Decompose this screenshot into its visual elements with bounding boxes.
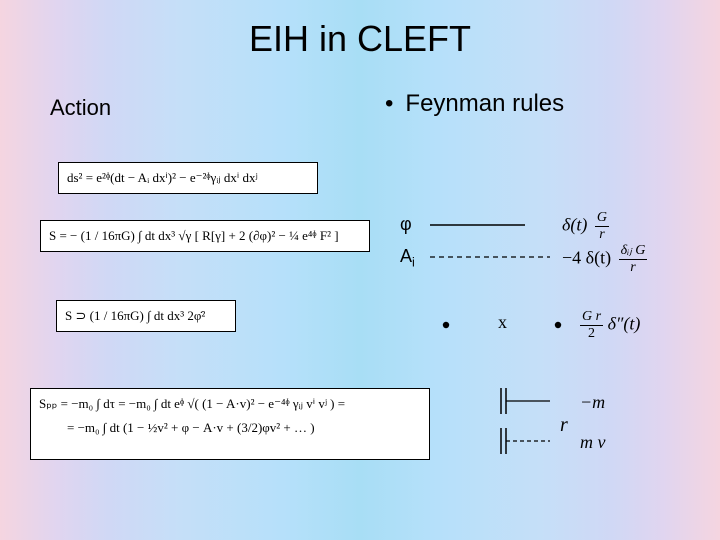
feyn-x-rhs: G r 2 δ″(t) [580,310,640,341]
feyn-A-label: Ai [400,246,415,270]
left-section-header: Action [50,95,111,121]
page-title: EIH in CLEFT [0,18,720,60]
feyn-phi-rhs: δ(t) G r [562,211,609,242]
feyn-solid-rhs: −m [580,392,605,413]
feyn-phi-label: φ [400,214,412,235]
bullet-dot-icon: • [385,90,393,118]
feyn-r-label: r [560,414,568,437]
feyn-worldline-dashed-icon [498,428,553,456]
eq-spp-line2: = −m₀ ∫ dt (1 − ½v² + φ − A·v + (3/2)φv²… [67,419,421,437]
slide: EIH in CLEFT Action • Feynman rules ds² … [0,0,720,540]
eq-spp-line1: Sₚₚ = −m₀ ∫ dτ = −m₀ ∫ dt eᶲ √( (1 − A·v… [39,395,421,413]
right-header-text: Feynman rules [405,90,564,118]
eq-phisq: S ⊃ (1 / 16πG) ∫ dt dx³ 2φ̇² [56,300,236,332]
right-section-header: • Feynman rules [385,90,564,118]
feyn-A-propagator-icon [430,256,550,260]
feyn-A-rhs: −4 δ(t) δᵢⱼ G r [562,244,647,275]
feyn-x-label: x [498,312,507,333]
feyn-phi-propagator-icon [430,224,525,228]
feyn-dashed-rhs: m v [580,432,606,453]
feyn-worldline-solid-icon [498,388,553,416]
eq-spp: Sₚₚ = −m₀ ∫ dτ = −m₀ ∫ dt eᶲ √( (1 − A·v… [30,388,430,460]
eq-metric: ds² = e²ᶲ(dt − Aᵢ dxⁱ)² − e⁻²ᶲγᵢⱼ dxⁱ dx… [58,162,318,194]
eq-action: S = − (1 / 16πG) ∫ dt dx³ √γ [ R[γ] + 2 … [40,220,370,252]
